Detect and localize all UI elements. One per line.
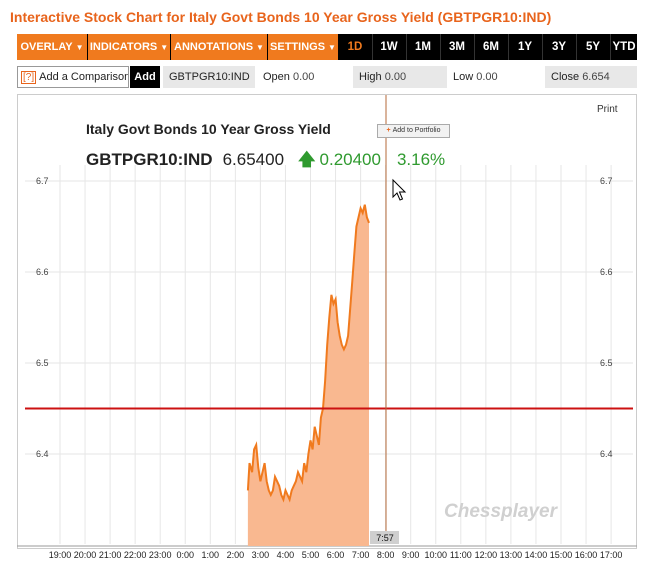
- quote-summary: GBTPGR10:IND 6.65400 🡅 0.20400 3.16%: [86, 147, 445, 176]
- x-tick-label: 22:00: [124, 550, 147, 560]
- watermark: Chessplayer: [444, 501, 559, 522]
- close-cell: Close 6.654: [545, 66, 637, 88]
- plus-icon: +: [386, 127, 391, 134]
- settings-label: SETTINGS: [270, 41, 326, 53]
- x-tick-label: 3:00: [252, 550, 270, 560]
- print-button[interactable]: Print: [597, 104, 618, 115]
- x-tick-label: 10:00: [424, 550, 447, 560]
- series-group: [246, 204, 370, 546]
- x-tick-label: 4:00: [277, 550, 295, 560]
- settings-menu-button[interactable]: SETTINGS ▼: [268, 34, 338, 60]
- x-tick-label: 12:00: [475, 550, 498, 560]
- x-tick-label: 20:00: [74, 550, 97, 560]
- y-tick-label-right: 6.6: [600, 267, 613, 277]
- range-5y-button[interactable]: 5Y: [576, 34, 609, 60]
- compare-label: Add a Comparison: [39, 71, 129, 83]
- open-label: Open: [263, 71, 290, 83]
- last-price: 6.65400: [222, 150, 285, 169]
- x-tick-label: 21:00: [99, 550, 122, 560]
- x-tick-label: 17:00: [600, 550, 623, 560]
- close-value: 6.654: [582, 71, 610, 83]
- range-1m-button[interactable]: 1M: [406, 34, 439, 60]
- cursor-time-label: 7:57: [376, 533, 394, 543]
- x-tick-label: 14:00: [525, 550, 548, 560]
- caret-down-icon: ▼: [160, 43, 169, 52]
- add-comparison-button[interactable]: Add: [130, 66, 160, 88]
- x-tick-label: 2:00: [227, 550, 245, 560]
- y-tick-label-right: 6.4: [600, 449, 613, 459]
- y-tick-label-left: 6.5: [36, 358, 49, 368]
- x-tick-label: 7:00: [352, 550, 370, 560]
- x-tick-label: 1:00: [202, 550, 220, 560]
- low-label: Low: [453, 71, 474, 83]
- cursor-time-box: [370, 531, 399, 544]
- x-tick-label: 5:00: [302, 550, 320, 560]
- x-tick-label: 6:00: [327, 550, 345, 560]
- low-cell: Low 0.00: [447, 66, 543, 88]
- series-area-fill: [247, 204, 369, 546]
- indicators-menu-button[interactable]: INDICATORS ▼: [88, 34, 170, 60]
- x-tick-label: 23:00: [149, 550, 172, 560]
- range-6m-button[interactable]: 6M: [474, 34, 507, 60]
- high-cell: High 0.00: [353, 66, 447, 88]
- ticker-symbol: GBTPGR10:IND: [86, 150, 213, 169]
- series-line: [246, 204, 370, 503]
- chart-title: Italy Govt Bonds 10 Year Gross Yield: [86, 121, 331, 137]
- indicators-label: INDICATORS: [89, 41, 158, 53]
- add-comparison-input[interactable]: [?] Add a Comparison: [17, 66, 129, 88]
- y-axis-left: 6.7 6.6 6.5 6.4: [36, 176, 49, 459]
- range-1d-button[interactable]: 1D: [339, 34, 371, 60]
- range-3m-button[interactable]: 3M: [440, 34, 473, 60]
- x-tick-label: 19:00: [49, 550, 72, 560]
- high-value: 0.00: [384, 71, 407, 83]
- x-tick-label: 0:00: [176, 550, 194, 560]
- y-tick-label-left: 6.6: [36, 267, 49, 277]
- price-change: 0.20400: [319, 150, 381, 169]
- add-to-portfolio-label: Add to Portfolio: [392, 127, 441, 134]
- chart-toolbar: OVERLAY ▼ INDICATORS ▼ ANNOTATIONS ▼ SETTIN…: [17, 34, 637, 60]
- percent-change: 3.16%: [396, 150, 446, 169]
- symbol-value: GBTPGR10:IND: [169, 71, 250, 83]
- y-tick-label-right: 6.7: [600, 176, 613, 186]
- overlay-label: OVERLAY: [20, 41, 73, 53]
- y-tick-label-left: 6.4: [36, 449, 49, 459]
- y-tick-label-left: 6.7: [36, 176, 49, 186]
- high-label: High: [359, 71, 382, 83]
- range-3y-button[interactable]: 3Y: [542, 34, 575, 60]
- x-axis: 19:00 20:00 21:00 22:00 23:00 0:00 1:00 2:00 3:0…: [49, 550, 623, 560]
- caret-down-icon: ▼: [75, 43, 84, 52]
- mouse-pointer-icon: [392, 178, 407, 201]
- x-tick-label: 15:00: [550, 550, 573, 560]
- x-tick-label: 13:00: [500, 550, 523, 560]
- up-arrow-icon: 🡅: [298, 150, 316, 169]
- page-title: Interactive Stock Chart for Italy Govt B…: [10, 9, 552, 25]
- x-tick-label: 11:00: [450, 550, 472, 560]
- y-tick-label-right: 6.5: [600, 358, 613, 368]
- help-icon[interactable]: [?]: [21, 71, 37, 84]
- y-axis-right: 6.7 6.6 6.5 6.4: [600, 176, 613, 459]
- range-1w-button[interactable]: 1W: [372, 34, 405, 60]
- annotations-label: ANNOTATIONS: [174, 41, 254, 53]
- symbol-cell: GBTPGR10:IND: [163, 66, 255, 88]
- low-value: 0.00: [476, 71, 498, 83]
- close-label: Close: [551, 71, 580, 83]
- caret-down-icon: ▼: [328, 43, 336, 52]
- x-tick-label: 8:00: [377, 550, 395, 560]
- x-tick-label: 16:00: [575, 550, 598, 560]
- open-cell: Open 0.00: [257, 66, 351, 88]
- annotations-menu-button[interactable]: ANNOTATIONS ▼: [171, 34, 267, 60]
- add-to-portfolio-button[interactable]: + Add to Portfolio: [377, 124, 450, 138]
- range-ytd-button[interactable]: YTD: [610, 34, 637, 60]
- x-tick-label: 9:00: [402, 550, 420, 560]
- caret-down-icon: ▼: [256, 43, 264, 52]
- open-value: 0.00: [292, 71, 315, 83]
- quote-infobar: [?] Add a Comparison Add GBTPGR10:IND Ope…: [17, 66, 637, 88]
- overlay-menu-button[interactable]: OVERLAY ▼: [17, 34, 87, 60]
- range-1y-button[interactable]: 1Y: [508, 34, 541, 60]
